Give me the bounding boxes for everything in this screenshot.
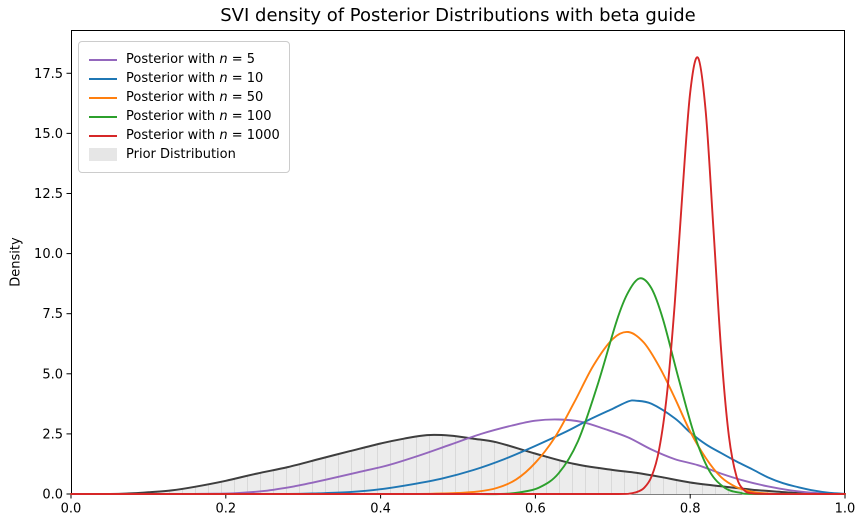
x-tick-label: 1.0 (835, 502, 856, 517)
legend-line-swatch-icon (89, 58, 117, 61)
legend-label: Prior Distribution (126, 147, 236, 162)
legend-line-swatch-icon (89, 134, 117, 137)
curve-posterior-n1000 (70, 56, 846, 495)
legend-item-posterior-n-10: Posterior with n = 10 (89, 69, 279, 88)
x-tick-label: 0.4 (370, 502, 391, 517)
x-tick-label: 0.0 (61, 502, 82, 517)
legend-label: Posterior with n = 10 (126, 71, 264, 86)
curve-posterior-n5 (70, 418, 846, 495)
y-axis-label: Density (8, 237, 24, 287)
legend-line-swatch-icon (89, 96, 117, 99)
curve-posterior-n10 (70, 399, 846, 495)
y-tick-label: 12.5 (34, 187, 63, 202)
legend-item-posterior-n-100: Posterior with n = 100 (89, 107, 279, 126)
legend-label: Posterior with n = 5 (126, 52, 255, 67)
legend-item-posterior-n-1000: Posterior with n = 1000 (89, 126, 280, 145)
legend-item-prior-distribution: Prior Distribution (89, 145, 279, 164)
y-tick-label: 10.0 (34, 247, 63, 262)
legend-line-swatch-icon (89, 77, 117, 80)
y-tick-label: 2.5 (42, 427, 63, 442)
legend-item-posterior-n-50: Posterior with n = 50 (89, 88, 279, 107)
y-tick-label: 5.0 (42, 367, 63, 382)
prior-fill-area (71, 434, 845, 495)
y-tick-label: 17.5 (34, 67, 63, 82)
x-tick-label: 0.6 (525, 502, 546, 517)
legend-label: Posterior with n = 100 (126, 109, 272, 124)
curve-prior-distribution (70, 433, 846, 496)
y-tick-label: 15.0 (34, 127, 63, 142)
legend-item-posterior-n-5: Posterior with n = 5 (89, 50, 279, 69)
legend-patch-swatch-icon (89, 148, 117, 161)
curves-group (70, 56, 846, 496)
y-tick-label: 0.0 (42, 488, 63, 503)
legend-label: Posterior with n = 50 (126, 90, 264, 105)
legend: Posterior with n = 5 Posterior with n = … (78, 41, 290, 173)
chart-title: SVI density of Posterior Distributions w… (220, 5, 696, 26)
x-tick-label: 0.2 (215, 502, 236, 517)
x-tick-label: 0.8 (680, 502, 701, 517)
legend-line-swatch-icon (89, 115, 117, 118)
legend-label: Posterior with n = 1000 (126, 128, 280, 143)
y-tick-label: 7.5 (42, 307, 63, 322)
